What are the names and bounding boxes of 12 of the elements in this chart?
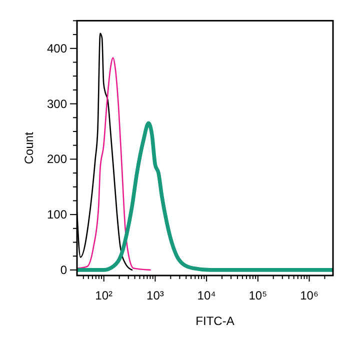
x-tick-label: 10⁵ xyxy=(248,288,268,302)
y-axis-title: Count xyxy=(22,131,36,164)
y-tick-label: 200 xyxy=(46,152,68,166)
x-tick-label: 10³ xyxy=(146,288,164,302)
y-tick-label: 300 xyxy=(46,96,68,111)
x-axis-title: FITC-A xyxy=(196,314,234,328)
x-tick-label: 10⁴ xyxy=(197,288,216,302)
x-tick-label: 10⁶ xyxy=(300,288,318,302)
y-tick-label: 100 xyxy=(46,208,68,222)
y-tick-label: 0 xyxy=(60,262,68,277)
y-tick-label: 400 xyxy=(46,41,68,56)
x-tick-label: 10² xyxy=(95,288,113,302)
